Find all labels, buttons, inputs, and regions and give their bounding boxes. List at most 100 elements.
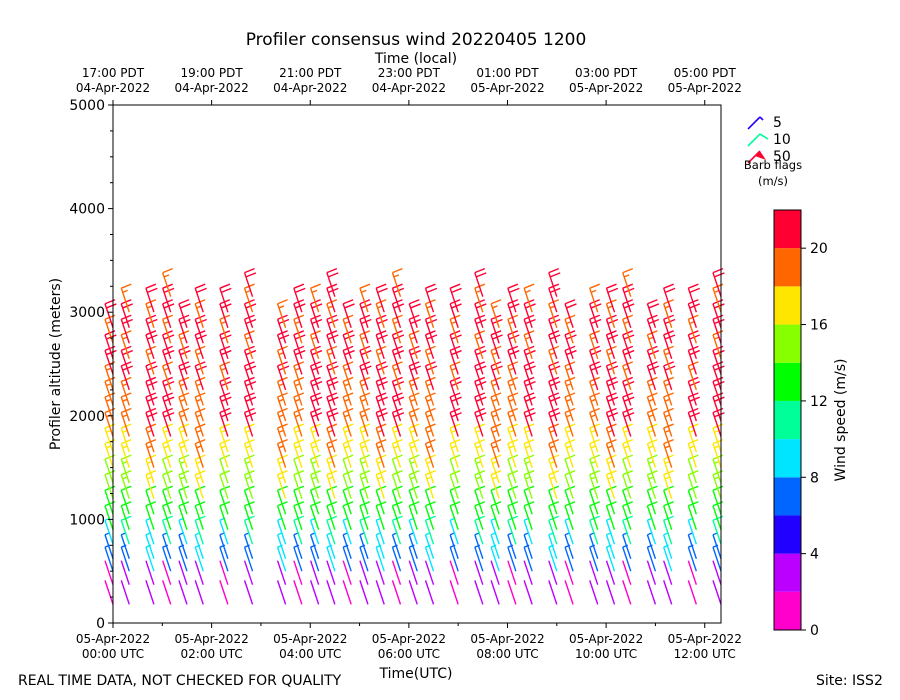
wind-barb (309, 532, 320, 559)
wind-barb (449, 580, 459, 605)
wind-barb (663, 544, 673, 572)
wind-barb (326, 532, 336, 559)
wind-barb (523, 283, 535, 313)
colorbar-tick-label: 12 (810, 394, 828, 410)
wind-barb (712, 544, 722, 572)
wind-barb (293, 560, 303, 585)
wind-barb (309, 283, 321, 313)
wind-barb (424, 544, 435, 572)
wind-barb (178, 580, 188, 605)
wind-barb (474, 515, 486, 545)
wind-barb (663, 283, 676, 313)
wind-barb (359, 515, 371, 545)
wind-barb (548, 580, 558, 605)
top-tick-date: 04-Apr-2022 (175, 81, 249, 95)
wind-barb (194, 560, 204, 585)
wind-barb (424, 283, 438, 313)
wind-barb (424, 532, 435, 559)
wind-barb (145, 532, 155, 559)
wind-barb (375, 560, 385, 585)
wind-barb (120, 515, 132, 545)
wind-barb (589, 544, 599, 572)
wind-barb (507, 544, 517, 572)
wind-barb (408, 544, 418, 572)
wind-barb (104, 560, 114, 585)
x-tick-date: 05-Apr-2022 (569, 632, 643, 646)
wind-barb (342, 544, 352, 572)
wind-barb (178, 544, 188, 572)
wind-barb (120, 560, 130, 585)
x-axis-label: Time(UTC) (379, 666, 453, 682)
wind-barb (145, 544, 155, 572)
colorbar-label: Wind speed (m/s) (833, 359, 849, 482)
wind-barb (449, 283, 462, 313)
wind-barb (507, 532, 517, 559)
wind-barb (548, 560, 558, 585)
wind-barb (548, 544, 558, 572)
colorbar-level (774, 248, 801, 287)
wind-barb (622, 532, 632, 559)
wind-barb (663, 560, 673, 585)
x-tick-time: 06:00 UTC (378, 647, 440, 661)
site-label: Site: ISS2 (816, 673, 883, 689)
legend-barb-5-icon (747, 116, 764, 130)
y-axis: 0 1000 2000 3000 4000 5000 (69, 98, 113, 632)
wind-barb (391, 515, 403, 545)
wind-barb (145, 283, 158, 313)
wind-barb (663, 580, 673, 605)
wind-barb (243, 268, 257, 297)
wind-barb (120, 283, 132, 313)
quality-disclaimer: REAL TIME DATA, NOT CHECKED FOR QUALITY (18, 673, 342, 689)
wind-barb (622, 580, 632, 605)
wind-barb (219, 544, 229, 572)
top-tick-time: 21:00 PDT (279, 66, 342, 80)
wind-barb (507, 283, 520, 313)
wind-barb (219, 580, 229, 605)
wind-barb (342, 532, 352, 559)
wind-barb (449, 532, 459, 559)
wind-barb (548, 532, 558, 559)
wind-barb (622, 560, 632, 585)
top-tick-time: 01:00 PDT (476, 66, 539, 80)
wind-barb (162, 580, 172, 605)
wind-barb (605, 580, 616, 605)
wind-barb (194, 515, 206, 545)
x-tick-time: 08:00 UTC (476, 647, 538, 661)
wind-barb (194, 532, 204, 559)
y-tick-label: 5000 (69, 98, 105, 114)
wind-barb (194, 580, 204, 605)
top-tick-date: 05-Apr-2022 (668, 81, 742, 95)
top-tick-date: 04-Apr-2022 (372, 81, 446, 95)
wind-barb (391, 268, 403, 297)
wind-barb (342, 580, 352, 605)
barb-legend: 5 10 50 Barb flags (m/s) (744, 115, 802, 188)
wind-barb (219, 532, 229, 559)
wind-barb (162, 532, 172, 559)
wind-barb (243, 560, 254, 585)
top-tick-time: 17:00 PDT (82, 66, 145, 80)
colorbar-tick-label: 0 (810, 623, 819, 639)
colorbar-level (774, 286, 801, 325)
wind-barb (449, 544, 459, 572)
wind-barb (646, 544, 657, 572)
wind-barb (474, 560, 484, 585)
wind-barb (622, 268, 634, 297)
wind-barb (104, 544, 114, 572)
top-tick-date: 05-Apr-2022 (470, 81, 544, 95)
wind-barb (663, 532, 673, 559)
colorbar-level (774, 439, 801, 478)
x-tick-date: 05-Apr-2022 (668, 632, 742, 646)
wind-barb (523, 560, 533, 585)
wind-barb (548, 268, 561, 297)
wind-barb (424, 560, 435, 585)
wind-barb (687, 532, 698, 559)
wind-barb (375, 580, 385, 605)
x-tick-date: 05-Apr-2022 (175, 632, 249, 646)
wind-barb (589, 580, 599, 605)
wind-barb (646, 532, 657, 559)
wind-barb (564, 560, 574, 585)
wind-barb (309, 544, 320, 572)
